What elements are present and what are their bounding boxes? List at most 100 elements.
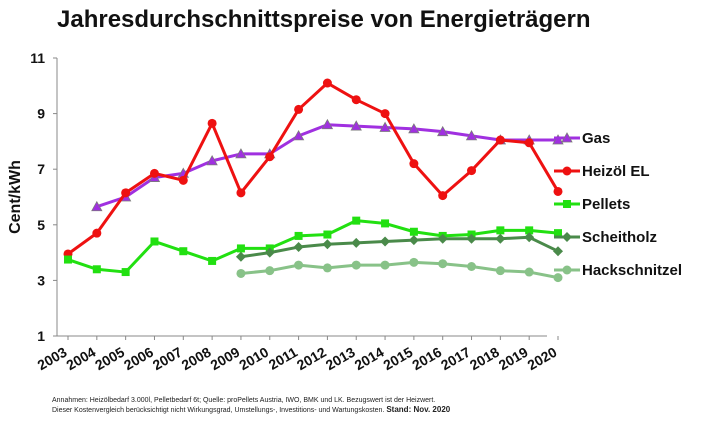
data-point (562, 232, 572, 242)
data-point (524, 232, 535, 243)
data-point (524, 267, 534, 277)
data-point (466, 233, 477, 244)
data-point (236, 268, 246, 278)
data-point (322, 239, 333, 250)
data-point (208, 256, 217, 265)
data-point (437, 233, 448, 244)
data-point (350, 120, 362, 131)
data-point (179, 247, 188, 256)
data-point (381, 219, 390, 228)
data-point (467, 166, 477, 176)
y-tick-label: 11 (30, 50, 45, 66)
data-point (265, 266, 275, 276)
data-point (91, 200, 103, 212)
data-point (524, 138, 534, 148)
y-tick-label: 1 (37, 328, 45, 344)
data-point (554, 229, 562, 238)
data-point (294, 231, 303, 240)
series-hackschnitzel (236, 257, 563, 283)
legend: Gas Heizöl EL Pellets Scheitholz Hackschnitz… (554, 130, 682, 279)
data-point (150, 237, 159, 246)
data-point (553, 186, 563, 196)
data-point (235, 148, 247, 159)
data-point (495, 135, 505, 145)
y-axis-label: Cent/kWh (7, 160, 24, 234)
data-point (380, 109, 390, 119)
chart-title: Jahresdurchschnittspreise von Energieträ… (57, 6, 591, 33)
data-point (438, 259, 448, 269)
data-point (553, 246, 563, 257)
data-point (351, 95, 361, 105)
data-point (561, 132, 573, 143)
data-point (321, 118, 334, 130)
data-point (178, 175, 188, 185)
data-point (351, 260, 361, 270)
legend-item-pellets: Pellets (554, 196, 630, 213)
data-point (294, 260, 304, 270)
y-tick-label: 5 (37, 217, 45, 233)
series-gas (91, 118, 564, 212)
data-point (437, 125, 449, 137)
series-line-heiz-l-el (67, 81, 560, 256)
data-point (322, 263, 332, 273)
series-line-pellets (67, 219, 559, 274)
legend-label: Scheitholz (582, 229, 657, 246)
data-point (207, 118, 217, 128)
data-point (409, 257, 419, 267)
series-layer (63, 78, 564, 283)
data-point (352, 216, 361, 225)
x-tick-label: 2020 (525, 344, 560, 374)
series-line-gas (96, 123, 558, 209)
data-point (322, 78, 332, 88)
data-point (552, 134, 564, 145)
series-heiz-l-el (63, 78, 563, 259)
legend-item-hackschnitzel: Hackschnitzel (554, 262, 682, 279)
series-line-scheitholz (240, 235, 559, 259)
data-point (380, 260, 390, 270)
data-point (495, 233, 506, 244)
data-point (293, 242, 304, 253)
data-point (496, 226, 505, 235)
data-point (292, 130, 305, 141)
legend-item-heiz-l-el: Heizöl EL (554, 163, 650, 180)
data-point (294, 104, 304, 114)
legend-label: Hackschnitzel (582, 262, 682, 279)
data-point (64, 255, 72, 264)
data-point (408, 123, 420, 134)
legend-label: Pellets (582, 196, 630, 213)
axes: 1357911200320042005200620072008200920102… (7, 50, 560, 373)
data-point (380, 236, 391, 247)
data-point (379, 121, 391, 132)
y-tick-label: 7 (37, 161, 45, 177)
data-point (409, 227, 418, 236)
data-point (92, 265, 101, 274)
y-tick-label: 9 (37, 106, 45, 122)
data-point (323, 230, 332, 239)
data-point (121, 188, 131, 198)
footnote-disclaimer: Dieser Kostenvergleich berücksichtigt ni… (52, 405, 450, 414)
legend-item-scheitholz: Scheitholz (554, 229, 657, 246)
footnote-assumptions: Annahmen: Heizölbedarf 3.000l, Pelletbed… (52, 397, 436, 404)
data-point (563, 200, 571, 208)
data-point (495, 266, 505, 276)
data-point (467, 262, 477, 271)
data-point (206, 155, 218, 166)
footnote-disclaimer-text: Dieser Kostenvergleich berücksichtigt ni… (52, 407, 385, 414)
legend-label: Heizöl EL (582, 163, 650, 180)
data-point (553, 273, 563, 283)
data-point (562, 166, 572, 176)
data-point (121, 268, 130, 277)
data-point (408, 235, 419, 246)
data-point (235, 251, 246, 262)
data-point (265, 152, 275, 162)
data-point (236, 188, 246, 198)
data-point (562, 265, 572, 275)
data-point (465, 130, 478, 141)
data-point (351, 237, 362, 248)
y-tick-label: 3 (37, 272, 45, 288)
legend-item-gas: Gas (554, 130, 610, 147)
data-point (525, 226, 534, 235)
footnote-stand: Stand: Nov. 2020 (386, 405, 451, 414)
legend-label: Gas (582, 130, 610, 147)
